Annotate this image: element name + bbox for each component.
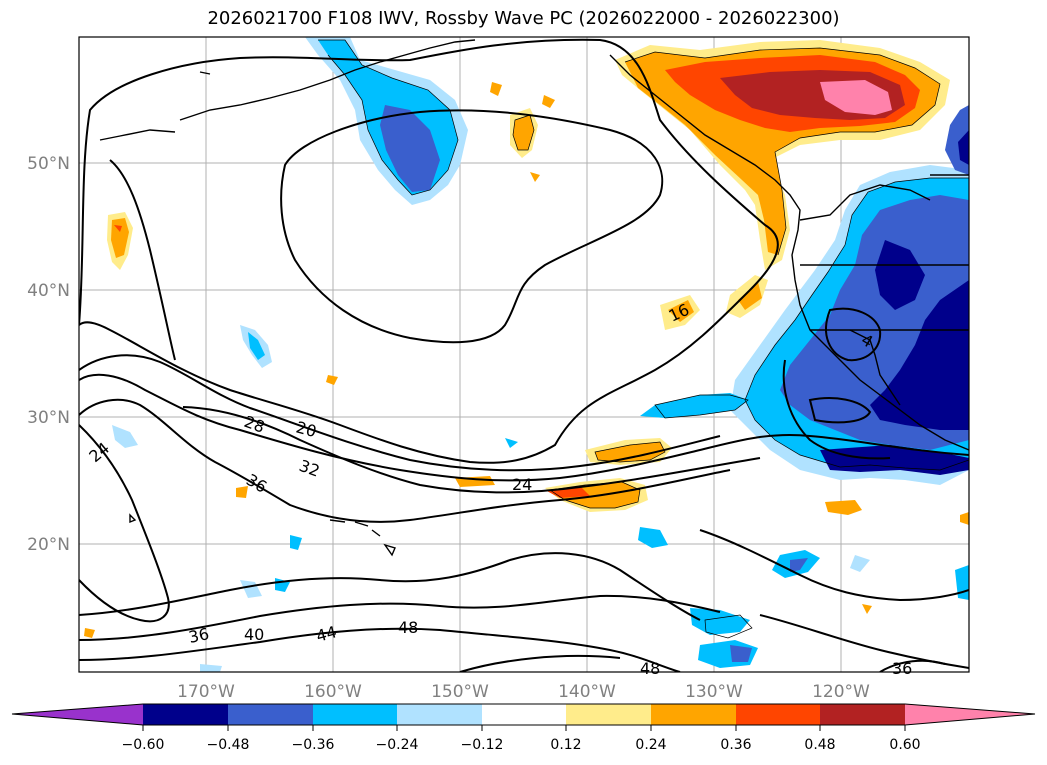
colorbar-segment bbox=[313, 704, 397, 725]
lon-label-160w: 160°W bbox=[304, 682, 362, 702]
coastlines bbox=[99, 39, 969, 557]
lat-label-20n: 20°N bbox=[27, 535, 70, 555]
colorbar-tick-label: −0.24 bbox=[376, 737, 419, 753]
colorbar-tick-label: 0.12 bbox=[550, 737, 581, 753]
anomaly-outlines bbox=[318, 39, 969, 639]
contour-label-48: 48 bbox=[398, 618, 418, 637]
lon-label-140w: 140°W bbox=[558, 682, 616, 702]
colorbar-segment bbox=[482, 704, 566, 725]
lat-label-40n: 40°N bbox=[27, 281, 70, 301]
lat-label-30n: 30°N bbox=[27, 408, 70, 428]
lon-label-170w: 170°W bbox=[177, 682, 235, 702]
colorbar-tick-label: −0.36 bbox=[292, 737, 335, 753]
latitude-labels: 50°N 40°N 30°N 20°N bbox=[27, 154, 70, 555]
map-frame bbox=[78, 36, 970, 673]
colorbar-tick-label: −0.60 bbox=[122, 737, 165, 753]
contour-label-48-bottom: 48 bbox=[640, 659, 660, 678]
colorbar-segment bbox=[651, 704, 736, 725]
colorbar-segment bbox=[736, 704, 820, 725]
colorbar-tick-label: 0.60 bbox=[889, 737, 920, 753]
contour-label-40: 40 bbox=[244, 625, 264, 644]
contour-label-20: 20 bbox=[294, 418, 319, 442]
lon-label-120w: 120°W bbox=[812, 682, 870, 702]
contour-label-36-bottom: 36 bbox=[187, 624, 211, 647]
colorbar-tick-label: −0.48 bbox=[207, 737, 250, 753]
colorbar-tick-label: 0.48 bbox=[804, 737, 835, 753]
colorbar-tick-label: −0.12 bbox=[461, 737, 504, 753]
map-title: 2026021700 F108 IWV, Rossby Wave PC (202… bbox=[207, 8, 840, 29]
colorbar-segment bbox=[143, 704, 228, 725]
negative-anomaly-areas bbox=[112, 37, 969, 672]
longitude-labels: 170°W 160°W 150°W 140°W 130°W 120°W bbox=[177, 682, 870, 702]
lon-label-130w: 130°W bbox=[685, 682, 743, 702]
contour-label-44: 44 bbox=[314, 622, 339, 646]
lon-label-150w: 150°W bbox=[431, 682, 489, 702]
colorbar-segment bbox=[397, 704, 482, 725]
lat-label-50n: 50°N bbox=[27, 154, 70, 174]
colorbar-segment bbox=[228, 704, 313, 725]
colorbar-tick-label: 0.24 bbox=[635, 737, 666, 753]
iwv-contours bbox=[79, 38, 969, 672]
contour-label-24: 24 bbox=[512, 475, 532, 494]
contour-label-36-right: 36 bbox=[892, 659, 912, 678]
colorbar-segment bbox=[820, 704, 905, 725]
colorbar: −0.60 −0.48 −0.36 −0.24 −0.12 0.12 0.24 … bbox=[11, 703, 1036, 753]
colorbar-segment bbox=[566, 704, 651, 725]
colorbar-extend-high bbox=[905, 704, 1035, 725]
positive-anomaly-areas bbox=[84, 40, 969, 638]
colorbar-extend-low bbox=[12, 704, 143, 725]
colorbar-tick-label: 0.36 bbox=[720, 737, 751, 753]
